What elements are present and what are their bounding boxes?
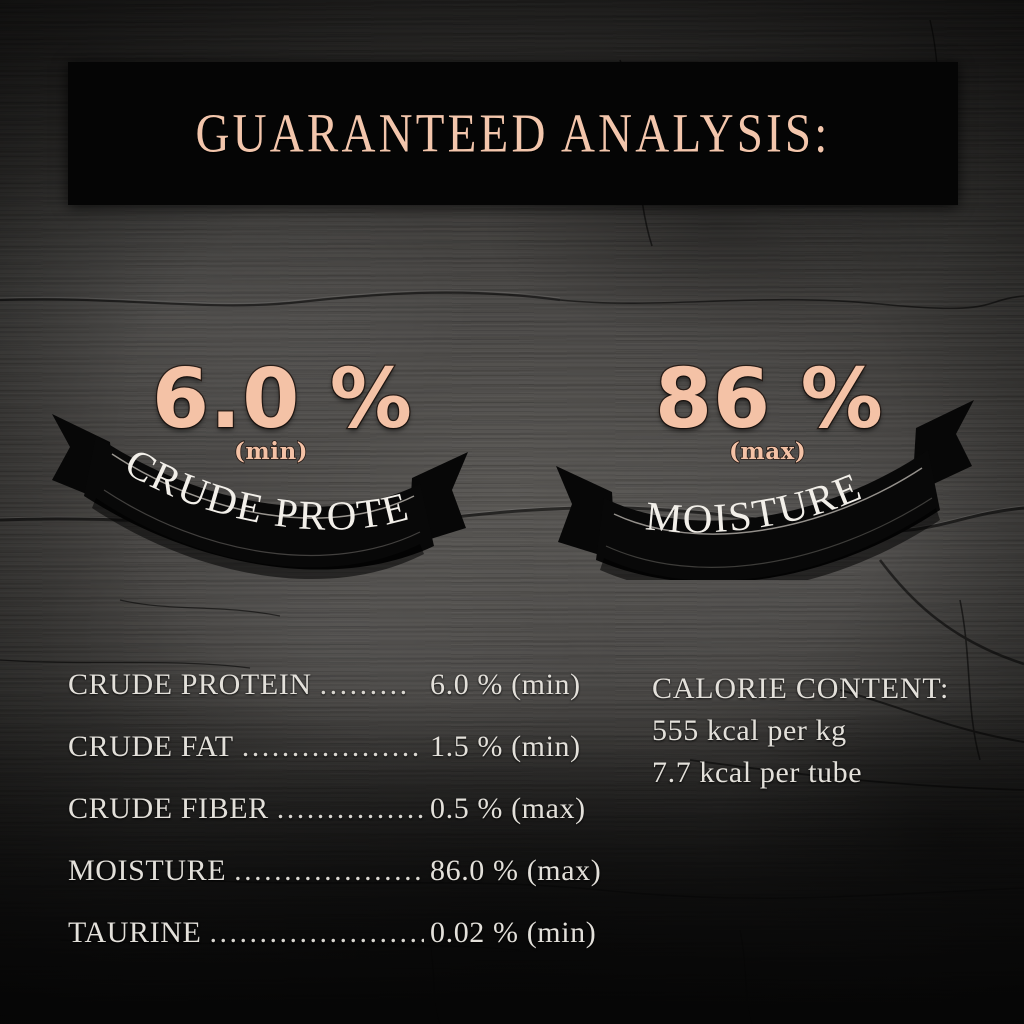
table-row: TAURINE ........................ 0.02 % … (68, 916, 608, 978)
row-label: CRUDE PROTEIN (68, 668, 312, 701)
page-title: GUARANTEED ANALYSIS: (195, 102, 831, 165)
row-dots: ......... (319, 668, 410, 701)
row-label: CRUDE FIBER (68, 792, 269, 825)
row-dots: ............... (276, 792, 424, 825)
row-dots: .................. (241, 730, 422, 763)
row-label: TAURINE (68, 916, 202, 949)
row-label: CRUDE FAT (68, 730, 234, 763)
row-value: 0.5 % (max) (430, 792, 586, 825)
row-value: 86.0 % (max) (430, 854, 602, 887)
row-value: 6.0 % (min) (430, 668, 581, 701)
calorie-per-kg: 555 kcal per kg (652, 714, 847, 747)
row-label: MOISTURE (68, 854, 227, 887)
calorie-content-block: CALORIE CONTENT: 555 kcal per kg 7.7 kca… (652, 668, 982, 794)
highlight-qualifier-moisture: (max) (728, 437, 807, 466)
highlight-value-moisture: 86 % (654, 351, 884, 449)
table-row: MOISTURE .................... 86.0 % (ma… (68, 854, 608, 916)
table-row: CRUDE PROTEIN ......... 6.0 % (min) (68, 668, 608, 730)
bottom-fade (0, 694, 1024, 1024)
analysis-table: CRUDE PROTEIN ......... 6.0 % (min) CRUD… (68, 668, 608, 978)
row-value: 1.5 % (min) (430, 730, 581, 763)
ribbon-highlights: CRUDE PROTEIN MOISTURE (0, 330, 1024, 580)
table-row: CRUDE FAT .................. 1.5 % (min) (68, 730, 608, 792)
row-dots: .................... (234, 854, 424, 887)
highlight-qualifier-crude-protein: (min) (233, 437, 309, 466)
header-banner: GUARANTEED ANALYSIS: (68, 62, 958, 205)
highlight-value-crude-protein: 6.0 % (151, 351, 413, 449)
row-value: 0.02 % (min) (430, 916, 597, 949)
ribbon-graphics: CRUDE PROTEIN MOISTURE (0, 330, 974, 580)
calorie-per-tube: 7.7 kcal per tube (652, 756, 863, 789)
table-row: CRUDE FIBER ............... 0.5 % (max) (68, 792, 608, 854)
calorie-heading: CALORIE CONTENT: (652, 672, 950, 705)
ribbon-right: MOISTURE (556, 400, 974, 580)
row-dots: ........................ (209, 916, 424, 949)
